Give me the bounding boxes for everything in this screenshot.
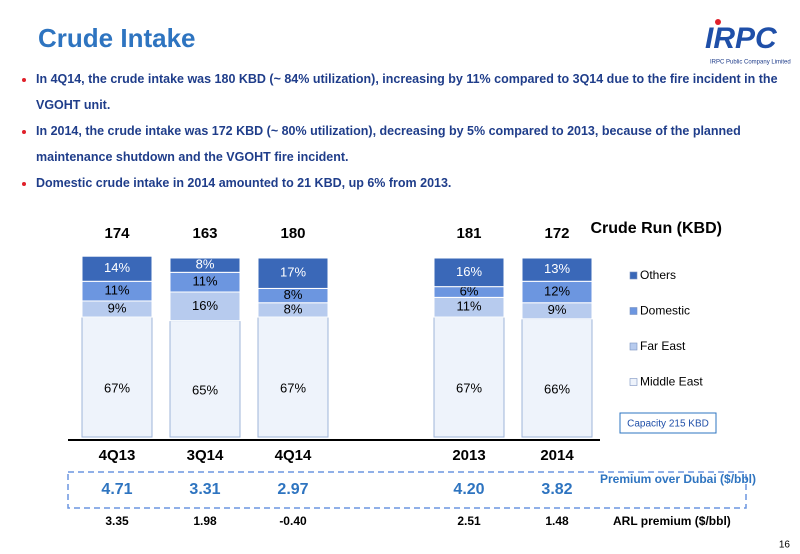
logo-caption: IRPC Public Company Limited bbox=[710, 60, 791, 66]
arl-value: -0.40 bbox=[279, 514, 307, 528]
value-label: 66% bbox=[544, 381, 570, 396]
value-label: 16% bbox=[456, 264, 482, 279]
x-tick-label: 4Q14 bbox=[275, 447, 312, 464]
bar-segment bbox=[433, 316, 505, 438]
value-label: 6% bbox=[460, 283, 479, 298]
page-number: 16 bbox=[779, 540, 791, 551]
legend-title: Crude Run (KBD) bbox=[590, 220, 722, 237]
capacity-note: Capacity 215 KBD bbox=[627, 419, 709, 430]
premium-label: Premium over Dubai ($/bbl) bbox=[600, 472, 756, 486]
bar-segment bbox=[433, 257, 505, 288]
legend-swatch bbox=[629, 271, 638, 280]
arl-label: ARL premium ($/bbl) bbox=[613, 514, 731, 528]
x-tick-label: 3Q14 bbox=[187, 447, 224, 464]
logo: IRPC bbox=[705, 22, 778, 55]
value-label: 17% bbox=[280, 265, 306, 280]
x-tick-label: 4Q13 bbox=[99, 447, 136, 464]
slide-title: Crude Intake bbox=[38, 23, 196, 53]
bar-segment bbox=[257, 316, 329, 438]
value-label: 14% bbox=[104, 260, 130, 275]
value-label: 12% bbox=[544, 283, 570, 298]
bar-segment bbox=[521, 257, 593, 282]
premium-value: 3.82 bbox=[541, 481, 572, 498]
legend-label: Domestic bbox=[640, 304, 690, 318]
total-label: 172 bbox=[544, 225, 569, 242]
premium-box bbox=[67, 471, 747, 509]
legend-swatch bbox=[629, 342, 638, 351]
value-label: 67% bbox=[280, 380, 306, 395]
legend-swatch bbox=[629, 378, 638, 386]
value-label: 67% bbox=[104, 380, 130, 395]
x-tick-label: 2013 bbox=[452, 447, 485, 464]
bullet: In 2014, the crude intake was 172 KBD (~… bbox=[36, 118, 786, 170]
total-label: 174 bbox=[104, 225, 130, 242]
legend-label: Far East bbox=[640, 339, 686, 353]
value-label: 9% bbox=[108, 300, 127, 315]
legend-swatch bbox=[629, 307, 638, 315]
premium-value: 3.31 bbox=[189, 481, 220, 498]
total-label: 181 bbox=[456, 225, 481, 242]
premium-value: 4.20 bbox=[453, 481, 484, 498]
arl-value: 2.51 bbox=[457, 514, 481, 528]
bullet: In 4Q14, the crude intake was 180 KBD (~… bbox=[36, 66, 786, 118]
bar-segment bbox=[257, 257, 329, 289]
value-label: 11% bbox=[104, 283, 129, 298]
total-label: 180 bbox=[280, 225, 305, 242]
value-label: 8% bbox=[284, 301, 303, 316]
bar-segment bbox=[169, 320, 241, 438]
premium-value: 2.97 bbox=[277, 481, 308, 498]
bar-segment bbox=[81, 316, 153, 438]
x-tick-label: 2014 bbox=[540, 447, 574, 464]
value-label: 8% bbox=[196, 257, 215, 272]
value-label: 11% bbox=[456, 299, 481, 314]
value-label: 67% bbox=[456, 380, 482, 395]
bullet-list: In 4Q14, the crude intake was 180 KBD (~… bbox=[18, 66, 786, 196]
capacity-box bbox=[619, 412, 717, 434]
logo-dot bbox=[715, 19, 721, 25]
value-label: 8% bbox=[284, 287, 303, 302]
value-label: 65% bbox=[192, 382, 218, 397]
legend-label: Middle East bbox=[640, 375, 703, 389]
arl-value: 3.35 bbox=[105, 514, 129, 528]
value-label: 16% bbox=[192, 298, 218, 313]
bar-segment bbox=[169, 257, 241, 273]
arl-value: 1.98 bbox=[193, 514, 217, 528]
value-label: 11% bbox=[192, 274, 217, 289]
value-label: 9% bbox=[548, 302, 567, 317]
bullet: Domestic crude intake in 2014 amounted t… bbox=[36, 170, 786, 196]
bar-segment bbox=[81, 255, 153, 282]
bar-segment bbox=[521, 318, 593, 438]
legend-label: Others bbox=[640, 268, 676, 282]
premium-value: 4.71 bbox=[101, 481, 132, 498]
arl-value: 1.48 bbox=[545, 514, 569, 528]
value-label: 13% bbox=[544, 261, 570, 276]
total-label: 163 bbox=[192, 225, 217, 242]
